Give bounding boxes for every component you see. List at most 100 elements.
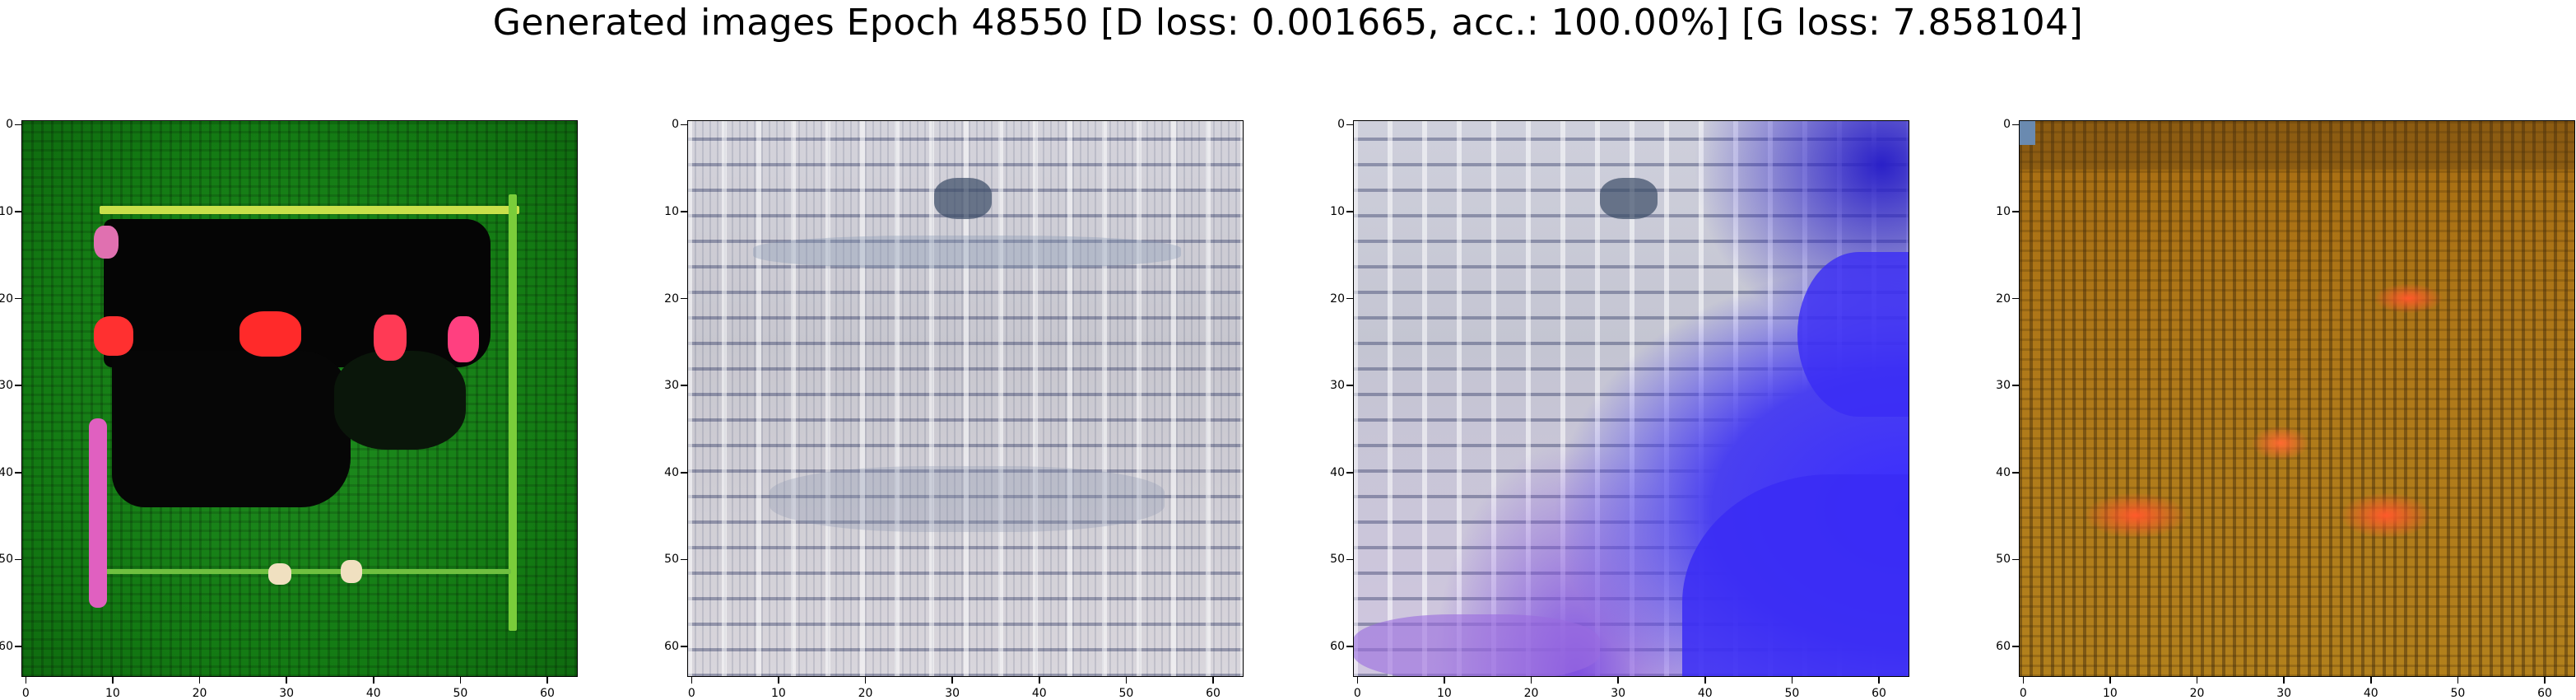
y-tick-label: 50 (664, 553, 679, 567)
image-panel-3: 0 10 20 30 40 50 60 0 10 20 30 40 50 60 (1330, 118, 1909, 700)
x-tick-label: 50 (1784, 687, 1800, 700)
generated-image-4 (2019, 120, 2575, 677)
y-tick-label: 30 (1330, 379, 1345, 393)
y-tick-label: 10 (1996, 204, 2011, 218)
y-tick-mark (681, 558, 687, 561)
x-tick-mark (2544, 677, 2546, 684)
y-tick-mark (2012, 124, 2019, 126)
x-tick-label: 30 (279, 687, 295, 700)
x-tick-mark (1530, 677, 1532, 684)
x-tick-mark (2109, 677, 2111, 684)
image-frame (21, 120, 578, 677)
y-tick-label: 20 (0, 292, 13, 306)
y-tick-label: 60 (1996, 640, 2011, 654)
y-tick-label: 60 (0, 640, 13, 654)
x-tick-mark (286, 677, 287, 684)
x-tick-mark (2196, 677, 2198, 684)
y-tick-mark (15, 211, 21, 212)
x-tick-mark (373, 677, 374, 684)
x-tick-label: 10 (2102, 687, 2118, 700)
y-tick-label: 30 (1996, 379, 2011, 393)
y-tick-label: 40 (1996, 465, 2011, 479)
y-tick-label: 40 (1330, 465, 1345, 479)
y-tick-label: 30 (664, 379, 679, 393)
y-tick-mark (681, 297, 687, 300)
x-tick-label: 20 (858, 687, 873, 700)
y-tick-label: 0 (2003, 118, 2011, 132)
x-tick-mark (1039, 677, 1040, 684)
figure-title: Generated images Epoch 48550 [D loss: 0.… (492, 2, 2084, 44)
y-tick-mark (2012, 297, 2019, 300)
x-tick-label: 10 (105, 687, 120, 700)
x-tick-mark (459, 677, 462, 684)
x-tick-label: 0 (2019, 687, 2027, 700)
y-tick-label: 10 (1330, 204, 1345, 218)
x-tick-label: 20 (1523, 687, 1539, 700)
x-tick-label: 10 (1436, 687, 1452, 700)
x-tick-label: 40 (365, 687, 381, 700)
x-tick-mark (2457, 677, 2459, 684)
y-tick-mark (1346, 124, 1353, 126)
y-tick-mark (1346, 646, 1353, 647)
y-tick-label: 0 (672, 118, 679, 132)
y-tick-label: 20 (1996, 292, 2011, 306)
x-tick-mark (1617, 677, 1619, 684)
x-tick-mark (1878, 677, 1880, 684)
x-tick-mark (1356, 677, 1359, 684)
x-tick-mark (1444, 677, 1445, 684)
y-tick-mark (681, 472, 687, 474)
y-tick-mark (15, 385, 21, 386)
x-tick-label: 60 (1872, 687, 1886, 700)
y-tick-label: 50 (0, 553, 13, 567)
y-tick-mark (681, 385, 687, 386)
x-tick-mark (112, 677, 114, 684)
x-tick-label: 30 (945, 687, 960, 700)
x-tick-label: 60 (540, 687, 555, 700)
x-tick-mark (198, 677, 201, 684)
y-tick-label: 60 (664, 640, 679, 654)
x-tick-label: 20 (192, 687, 207, 700)
y-tick-mark (2012, 646, 2019, 647)
x-tick-label: 60 (1206, 687, 1221, 700)
y-tick-mark (681, 211, 687, 212)
y-tick-label: 40 (0, 465, 13, 479)
x-tick-mark (864, 677, 867, 684)
generated-image-3 (1353, 120, 1909, 677)
x-tick-mark (546, 677, 548, 684)
x-tick-label: 50 (453, 687, 468, 700)
y-tick-mark (15, 472, 21, 474)
y-tick-label: 10 (0, 204, 13, 218)
x-tick-mark (1125, 677, 1128, 684)
y-tick-label: 50 (1330, 553, 1345, 567)
y-tick-mark (1346, 385, 1353, 386)
y-tick-mark (15, 297, 21, 300)
x-tick-mark (25, 677, 27, 684)
x-tick-label: 60 (2537, 687, 2552, 700)
x-tick-mark (690, 677, 693, 684)
x-tick-mark (2283, 677, 2285, 684)
image-panel-4: 0 10 20 30 40 50 60 0 10 20 30 40 50 60 (1996, 118, 2575, 700)
x-tick-label: 20 (2189, 687, 2205, 700)
x-tick-label: 50 (1118, 687, 1134, 700)
x-tick-label: 0 (1353, 687, 1361, 700)
y-tick-label: 0 (1337, 118, 1345, 132)
x-tick-label: 50 (2450, 687, 2466, 700)
y-tick-mark (1346, 558, 1353, 561)
x-tick-mark (778, 677, 779, 684)
y-tick-mark (2012, 211, 2019, 212)
y-tick-label: 0 (6, 118, 13, 132)
image-frame (1353, 120, 1909, 677)
y-tick-mark (2012, 472, 2019, 474)
y-tick-label: 40 (664, 465, 679, 479)
y-tick-mark (681, 124, 687, 126)
x-tick-mark (2022, 677, 2025, 684)
x-tick-label: 40 (1031, 687, 1047, 700)
x-tick-label: 10 (770, 687, 786, 700)
generated-image-1 (21, 120, 578, 677)
x-tick-mark (1704, 677, 1706, 684)
x-tick-mark (1212, 677, 1214, 684)
x-tick-label: 30 (2276, 687, 2292, 700)
x-tick-label: 0 (21, 687, 30, 700)
y-tick-mark (2012, 558, 2019, 561)
image-panel-1: 0 10 20 30 40 50 60 0 10 20 30 40 50 60 (0, 118, 578, 700)
